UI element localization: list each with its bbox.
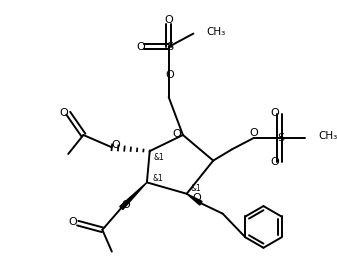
Text: S: S bbox=[277, 133, 284, 143]
Polygon shape bbox=[120, 182, 147, 210]
Text: &1: &1 bbox=[154, 153, 164, 162]
Text: &1: &1 bbox=[153, 174, 164, 183]
Text: CH₃: CH₃ bbox=[318, 131, 337, 141]
Text: O: O bbox=[271, 108, 279, 118]
Text: O: O bbox=[193, 194, 202, 204]
Text: O: O bbox=[122, 200, 130, 210]
Text: O: O bbox=[165, 70, 174, 80]
Text: S: S bbox=[166, 42, 173, 52]
Text: O: O bbox=[111, 140, 120, 150]
Text: O: O bbox=[69, 217, 78, 227]
Text: O: O bbox=[164, 15, 173, 25]
Text: O: O bbox=[136, 42, 145, 52]
Text: O: O bbox=[271, 157, 279, 167]
Text: O: O bbox=[250, 128, 258, 138]
Text: O: O bbox=[173, 129, 182, 139]
Text: O: O bbox=[59, 108, 68, 118]
Text: CH₃: CH₃ bbox=[207, 27, 226, 37]
Text: &1: &1 bbox=[191, 184, 202, 193]
Polygon shape bbox=[187, 194, 202, 205]
